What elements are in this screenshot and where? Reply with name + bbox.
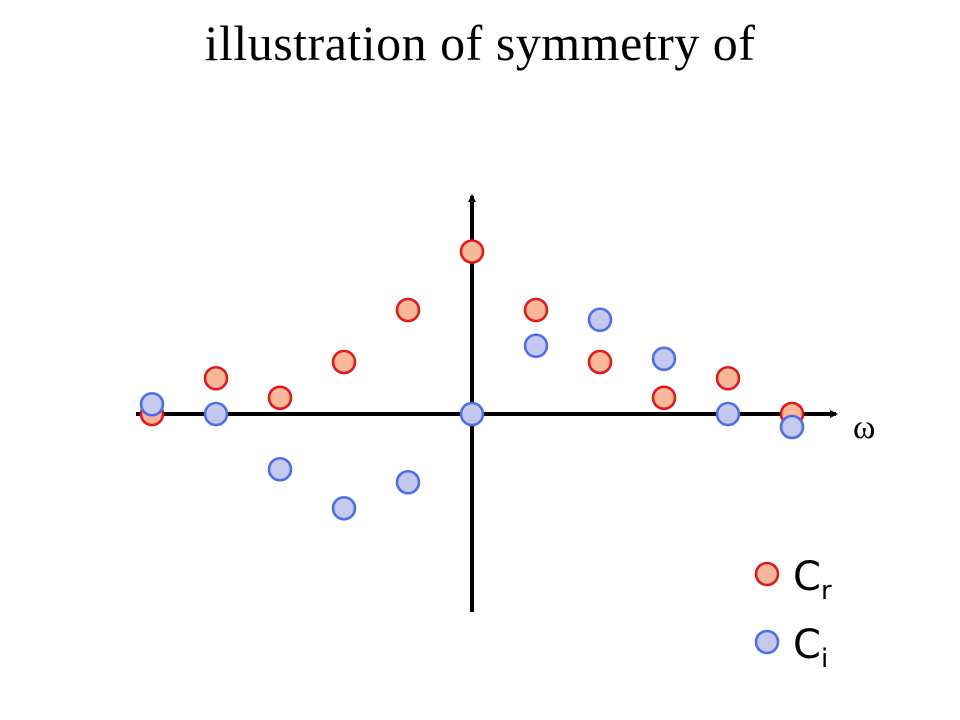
series-r-point xyxy=(715,365,741,391)
chart-title: illustration of symmetry of xyxy=(204,15,756,71)
series-r-point xyxy=(203,365,229,391)
series-r-point xyxy=(331,349,357,375)
series-i-point xyxy=(395,469,421,495)
legend-label-i: Ci xyxy=(793,622,828,674)
series-i-point xyxy=(651,346,677,372)
series-i-point xyxy=(523,333,549,359)
series-i-point xyxy=(459,401,485,427)
x-axis-label: ω xyxy=(853,409,875,446)
series-r-point xyxy=(651,385,677,411)
series-i-point xyxy=(587,307,613,333)
legend-marker-i xyxy=(754,629,780,655)
series-r-point xyxy=(267,385,293,411)
series-i-point xyxy=(139,391,165,417)
series-i-point xyxy=(779,414,805,440)
series-i-point xyxy=(331,495,357,521)
series-i-point xyxy=(203,401,229,427)
series-i-point xyxy=(267,456,293,482)
legend-label-r: Cr xyxy=(793,554,832,606)
series-r-point xyxy=(587,349,613,375)
series-i-point xyxy=(715,401,741,427)
series-r-point xyxy=(459,239,485,264)
series-r-point xyxy=(523,297,549,323)
series-r-point xyxy=(395,297,421,323)
legend-marker-r xyxy=(754,561,780,587)
